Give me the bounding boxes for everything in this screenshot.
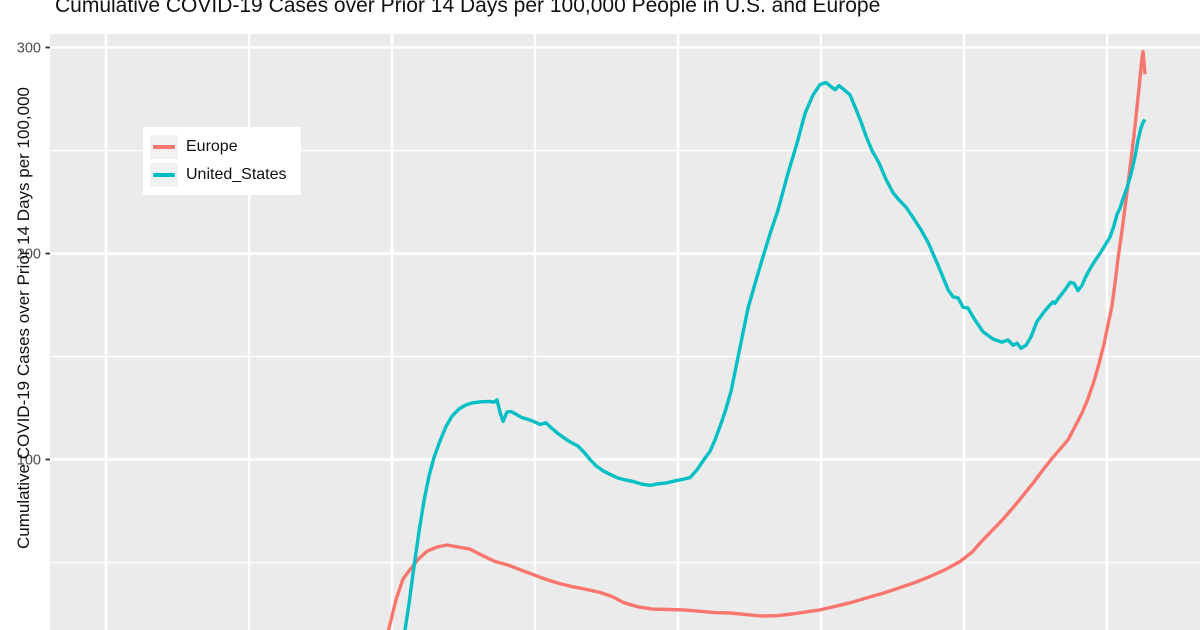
svg-text:300: 300 (17, 41, 41, 57)
svg-text:100: 100 (17, 453, 41, 469)
legend-key-box (150, 135, 178, 159)
legend-key-box (150, 163, 178, 187)
legend-label-united-states: United_States (186, 166, 287, 183)
chart-title: Cumulative COVID-19 Cases over Prior 14 … (55, 0, 881, 17)
legend-item-europe: Europe (150, 134, 287, 160)
svg-text:200: 200 (17, 247, 41, 263)
united-states-line-swatch (153, 173, 175, 177)
legend-label-europe: Europe (186, 138, 238, 155)
europe-line-swatch (153, 145, 175, 149)
legend: Europe United_States (143, 127, 301, 195)
legend-item-united-states: United_States (150, 162, 287, 188)
y-axis-label: Cumulative COVID-19 Cases over Prior 14 … (14, 86, 33, 550)
